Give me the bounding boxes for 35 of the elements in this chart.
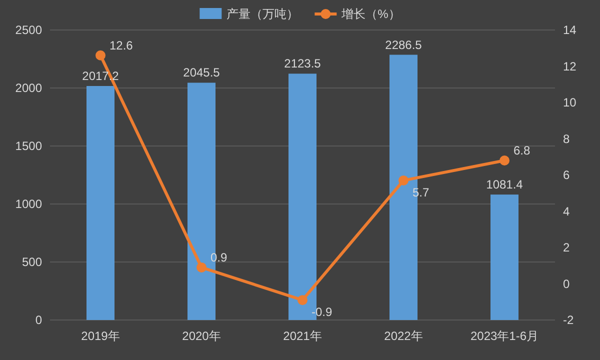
y2-tick-label: 10 bbox=[563, 96, 577, 110]
data-label: 2286.5 bbox=[385, 38, 422, 52]
y-tick-label: 1500 bbox=[15, 139, 42, 153]
point bbox=[196, 262, 206, 272]
y-tick-label: 0 bbox=[35, 313, 42, 327]
x-tick-label: 2019年 bbox=[81, 329, 120, 343]
legend-label: 产量（万吨） bbox=[226, 7, 299, 21]
point bbox=[398, 175, 408, 186]
y2-tick-label: 12 bbox=[563, 59, 577, 74]
point bbox=[96, 50, 106, 60]
data-label: 12.6 bbox=[110, 38, 134, 52]
x-tick-label: 2021年 bbox=[283, 329, 322, 343]
y-tick-label: 1000 bbox=[15, 197, 42, 211]
bar bbox=[490, 194, 518, 320]
y2-tick-label: 0 bbox=[563, 276, 570, 291]
data-label: 2045.5 bbox=[183, 66, 220, 80]
data-label: 2123.5 bbox=[284, 56, 322, 71]
y2-tick-label: 6 bbox=[563, 168, 570, 182]
y-tick-label: 500 bbox=[22, 255, 42, 269]
x-tick-label: 2023年1-6月 bbox=[470, 329, 539, 343]
data-label: 6.8 bbox=[514, 144, 531, 158]
y-tick-label: 2000 bbox=[15, 81, 42, 95]
x-tick-label: 2022年 bbox=[384, 329, 423, 343]
y2-tick-label: 4 bbox=[563, 204, 570, 218]
x-tick-label: 2020年 bbox=[182, 329, 221, 343]
y-tick-label: 2500 bbox=[15, 23, 42, 37]
y2-tick-label: 2 bbox=[563, 240, 570, 254]
legend-label: 增长（%） bbox=[340, 7, 400, 21]
y2-tick-label: 14 bbox=[563, 23, 577, 37]
y2-tick-label: 8 bbox=[563, 132, 570, 146]
bar bbox=[86, 86, 114, 320]
y2-tick-label: -2 bbox=[563, 313, 574, 327]
point bbox=[298, 295, 308, 306]
data-label: 1081.4 bbox=[486, 178, 524, 192]
point bbox=[500, 156, 510, 166]
